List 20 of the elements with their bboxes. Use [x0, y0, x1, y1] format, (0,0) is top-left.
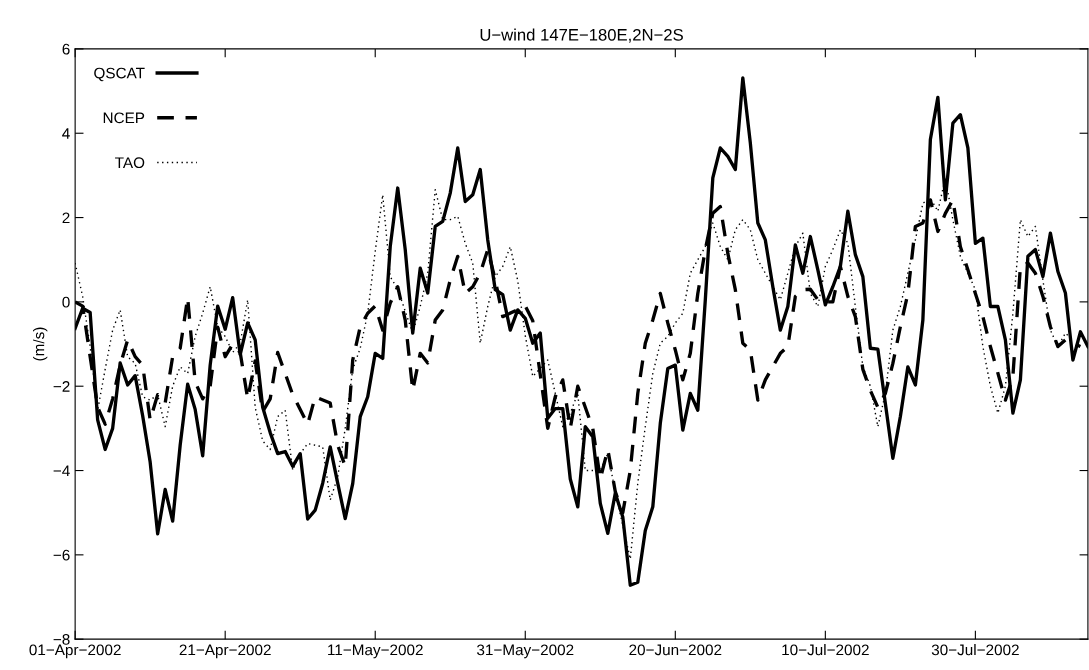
x-tick-label: 20−Jun−2002 — [629, 644, 722, 656]
x-tick-label: 31−May−2002 — [477, 644, 574, 659]
y-tick-label: −8 — [53, 634, 70, 645]
x-tick-label: 21−Apr−2002 — [179, 644, 271, 659]
x-tick-label: 01−Apr−2002 — [29, 644, 121, 659]
legend-label: NCEP — [103, 112, 145, 124]
y-tick-label: 4 — [62, 128, 70, 139]
y-tick-label: −4 — [53, 465, 70, 477]
legend-label: QSCAT — [94, 67, 145, 82]
x-tick-label: 30−Jul−2002 — [931, 644, 1019, 656]
y-tick-label: −2 — [53, 381, 70, 392]
y-tick-label: 2 — [62, 212, 70, 224]
x-tick-label: 11−May−2002 — [328, 644, 423, 659]
chart-title: U−wind 147E−180E,2N−2S — [480, 28, 683, 43]
y-tick-label: 6 — [62, 43, 70, 55]
x-tick-label: 10−Jul−2002 — [782, 644, 869, 656]
legend-label: TAO — [115, 157, 145, 169]
y-axis-title: (m/s) — [33, 327, 48, 361]
y-tick-label: −6 — [53, 549, 70, 561]
y-tick-label: 0 — [62, 296, 70, 308]
